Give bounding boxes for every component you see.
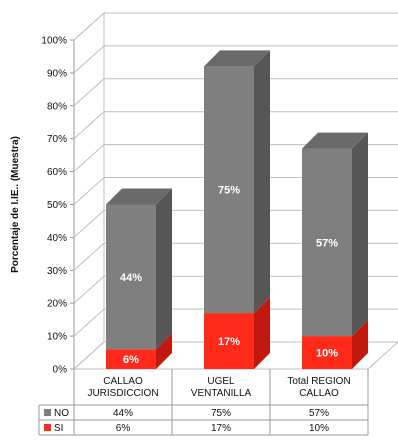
y-tick-label: 90% [47,68,67,79]
category-label: JURISDICCION [87,388,158,399]
bar-top-face [106,188,172,205]
bar-si-side [254,297,270,369]
bar-no-front [204,66,254,314]
bar-si-side [156,333,172,369]
y-tick-label: 70% [47,134,67,145]
category-label: CALLAO [103,376,143,387]
y-tick-label: 30% [47,266,67,277]
table-cell: 57% [309,408,329,419]
y-tick-label: 60% [47,167,67,178]
bar-no-front [106,204,156,350]
gridline [73,209,398,238]
table-cell: 44% [113,408,133,419]
y-tick-label: 80% [47,101,67,112]
bar-no-side [254,50,270,314]
bar-si-front [106,349,156,369]
data-label-no: 75% [218,185,240,197]
data-labels: 6% 44% 17% 75% 10% 57% [120,185,338,366]
y-tick-label: 40% [47,233,67,244]
legend-label-si: SI [54,423,63,434]
bars [106,50,368,369]
y-tick-label: 50% [47,200,67,211]
y-tick-label: 20% [47,299,67,310]
bar-si-side [352,320,368,369]
table-cell: 17% [211,423,231,434]
y-tick-label: 0% [53,365,68,376]
y-tick-label: 100% [41,36,67,47]
gridline [73,12,398,41]
table-cell: 75% [211,408,231,419]
data-label-no: 44% [120,272,142,284]
gridline [73,78,398,107]
gridline [73,341,398,370]
y-axis-label: Porcentaje de I.IE.. (Muestra) [10,136,21,273]
gridline [73,275,398,304]
y-tick-label: 10% [47,332,67,343]
data-label-si: 10% [316,348,338,360]
data-label-si: 6% [123,354,139,366]
gridlines [73,12,398,370]
data-label-si: 17% [218,336,240,348]
table-cell: 6% [116,423,131,434]
bar-si-front [302,336,352,369]
table-cell: 10% [309,423,329,434]
legend-swatch-si [44,424,51,431]
gridline [73,308,398,337]
y-axis-ticks: 0% 10% 20% 30% 40% 50% 60% 70% 80% 90% 100% [41,36,74,376]
bar-no-front [302,148,352,337]
gridline [73,45,398,74]
bar-no-side [352,132,368,337]
category-label: Total REGION [287,376,350,387]
legend-label-no: NO [54,408,69,419]
category-label: CALLAO [299,388,339,399]
legend-swatch-no [44,409,51,416]
data-label-no: 57% [316,237,338,249]
gridline [73,144,398,172]
bar-top-face [204,50,270,67]
bar-top-face [302,132,368,149]
bar-no-side [156,188,172,350]
gridline [73,242,398,271]
gridline [73,111,398,140]
bar-si-front [204,313,254,369]
category-label: UGEL [207,376,235,387]
gridline [73,177,398,205]
category-label: VENTANILLA [191,388,252,399]
